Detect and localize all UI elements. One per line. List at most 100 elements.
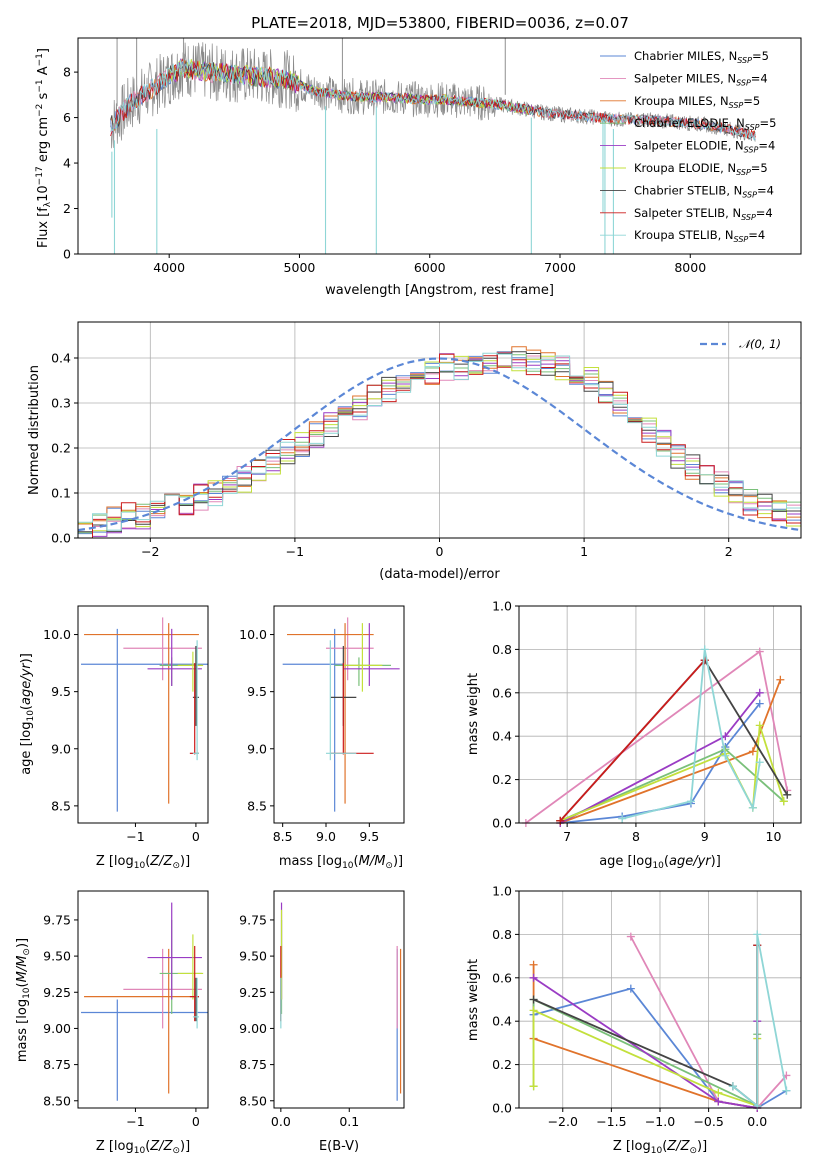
data-point-marker — [626, 984, 635, 993]
plot-area — [81, 902, 208, 1101]
legend-text: Kroupa STELIB, N — [634, 228, 734, 242]
axis-label-part: ( — [662, 1139, 667, 1154]
x-tick-label: −2 — [141, 544, 159, 559]
y-axis-label: mass [log10(M/M⊙)] — [15, 938, 32, 1062]
legend-text: Salpeter STELIB, N — [634, 206, 741, 220]
axis-label-part: ( — [145, 854, 150, 869]
legend-label: 𝒩(0, 1) — [739, 337, 781, 351]
axis-label-part: )] — [15, 938, 30, 948]
x-tick-label: −1.0 — [645, 1114, 675, 1129]
axis-label-part: Z [log — [96, 854, 134, 869]
x-tick-label: 4000 — [153, 260, 185, 275]
x-tick-label: 9 — [701, 829, 709, 844]
axes-frame — [273, 605, 405, 824]
normal-distribution-curve — [78, 357, 801, 532]
plot-area — [529, 930, 791, 1112]
plot-area — [78, 346, 801, 538]
y-tick-label: 9.00 — [43, 1021, 71, 1036]
series-line — [732, 934, 788, 1108]
y-tick-label: 0.0 — [492, 816, 512, 831]
y-tick-label: 9.0 — [51, 741, 71, 756]
y-tick-label: 0.6 — [492, 685, 512, 700]
axis-label-part: )] — [697, 1139, 707, 1154]
legend-sub: SSP — [745, 123, 760, 132]
axis-label-part: ( — [19, 705, 34, 710]
y-tick-label: 1.0 — [492, 599, 512, 614]
axis-label-part: λ — [43, 201, 53, 207]
legend-suffix: =4 — [757, 183, 774, 197]
axes-frame — [77, 321, 802, 539]
y-tick-label: 0.0 — [51, 531, 71, 546]
data-point-marker — [776, 675, 785, 684]
x-tick-label: −0.5 — [693, 1114, 723, 1129]
x-tick-label: 2 — [725, 544, 733, 559]
data-point-marker — [714, 1088, 723, 1097]
axis-label-part: erg cm — [36, 117, 51, 166]
legend-sub: SSP — [734, 235, 749, 244]
legend-text: Chabrier MILES, N — [634, 49, 737, 63]
axis-label-part: )] — [711, 854, 721, 869]
axis-label-part: ( — [145, 1139, 150, 1154]
x-tick-label: 10 — [766, 829, 782, 844]
axis-label-part: ( — [664, 854, 669, 869]
axes-frame — [273, 890, 405, 1109]
legend-sub: SSP — [742, 190, 757, 199]
axis-label-part: age/yr — [669, 854, 712, 869]
data-point-marker — [721, 751, 730, 760]
y-tick-label: 8.50 — [239, 1093, 267, 1108]
data-point-marker — [755, 699, 764, 708]
data-point-marker — [529, 960, 538, 969]
mass-vs-ebv-panel: 0.0 0.1 8.50 8.75 9.00 9.25 9.50 9.75 E(B-V) — [239, 890, 405, 1154]
axes-frame — [77, 605, 209, 824]
legend-label: Kroupa MILES, NSSP=5 — [634, 94, 760, 110]
x-tick-label: 9.0 — [316, 829, 336, 844]
x-axis-label: wavelength [Angstrom, rest frame] — [325, 283, 554, 298]
data-point-marker — [529, 995, 538, 1004]
axis-label-part: 10 — [22, 987, 32, 999]
axis-label-part: 10 — [134, 861, 146, 871]
legend-text: Kroupa MILES, N — [634, 94, 729, 108]
axis-label-part: M/M — [359, 854, 386, 869]
axis-label-part: A — [36, 66, 51, 79]
data-point-marker — [529, 973, 538, 982]
axes-frame — [518, 605, 802, 824]
plot-area — [110, 38, 756, 254]
legend-label: Salpeter MILES, NSSP=4 — [634, 71, 768, 87]
figure-title: PLATE=2018, MJD=53800, FIBERID=0036, z=0… — [251, 14, 629, 32]
axis-label-part: age/yr — [19, 662, 34, 705]
mass-weight-vs-metallicity-panel: −2.0 −1.5 −1.0 −0.5 0.0 0.0 0.2 0.4 0.6 0.8 1.0 Z [… — [466, 884, 802, 1156]
y-axis-label: mass weight — [466, 959, 481, 1041]
x-tick-label: −1 — [126, 829, 144, 844]
legend-label: Chabrier ELODIE, NSSP=5 — [634, 116, 776, 132]
legend-sub: SSP — [729, 101, 744, 110]
axis-label-part: M/M — [15, 956, 30, 983]
model-spectrum-line — [110, 59, 756, 142]
legend-sub: SSP — [744, 146, 759, 155]
spectrum-panel: 4000 5000 6000 7000 8000 0 2 4 6 8 wavelength [Ang… — [35, 37, 802, 298]
legend-text: Chabrier STELIB, N — [634, 183, 742, 197]
x-tick-label: 6000 — [414, 260, 446, 275]
legend-label: Salpeter STELIB, NSSP=4 — [634, 206, 773, 222]
x-tick-label: 0.0 — [271, 1114, 291, 1129]
x-axis-label: (data-model)/error — [379, 567, 500, 582]
y-tick-label: 0.2 — [492, 772, 512, 787]
data-point-marker — [755, 688, 764, 697]
data-point-marker — [748, 747, 757, 756]
x-tick-label: 7 — [563, 829, 571, 844]
axes-frame — [77, 37, 802, 255]
legend-suffix: =4 — [756, 206, 773, 220]
data-point-marker — [714, 1097, 723, 1106]
legend-text: Chabrier ELODIE, N — [634, 116, 745, 130]
axis-label-part: mass [log — [15, 999, 30, 1062]
age-vs-metallicity-panel: −1 08.59.09.510.0Z [log10(Z/Z⊙)]age [log1… — [19, 605, 209, 871]
axis-label-part: age [log — [19, 722, 34, 775]
legend-suffix: =4 — [748, 228, 765, 242]
legend-sub: SSP — [736, 168, 751, 177]
data-point-marker — [755, 721, 764, 730]
x-axis-label: age [log10(age/yr)] — [599, 854, 721, 871]
axis-label-part: ⊙ — [172, 861, 180, 871]
legend-label: Kroupa ELODIE, NSSP=5 — [634, 161, 768, 177]
x-axis-label: Z [log10(Z/Z⊙)] — [96, 854, 190, 871]
legend-suffix: =4 — [758, 139, 775, 153]
